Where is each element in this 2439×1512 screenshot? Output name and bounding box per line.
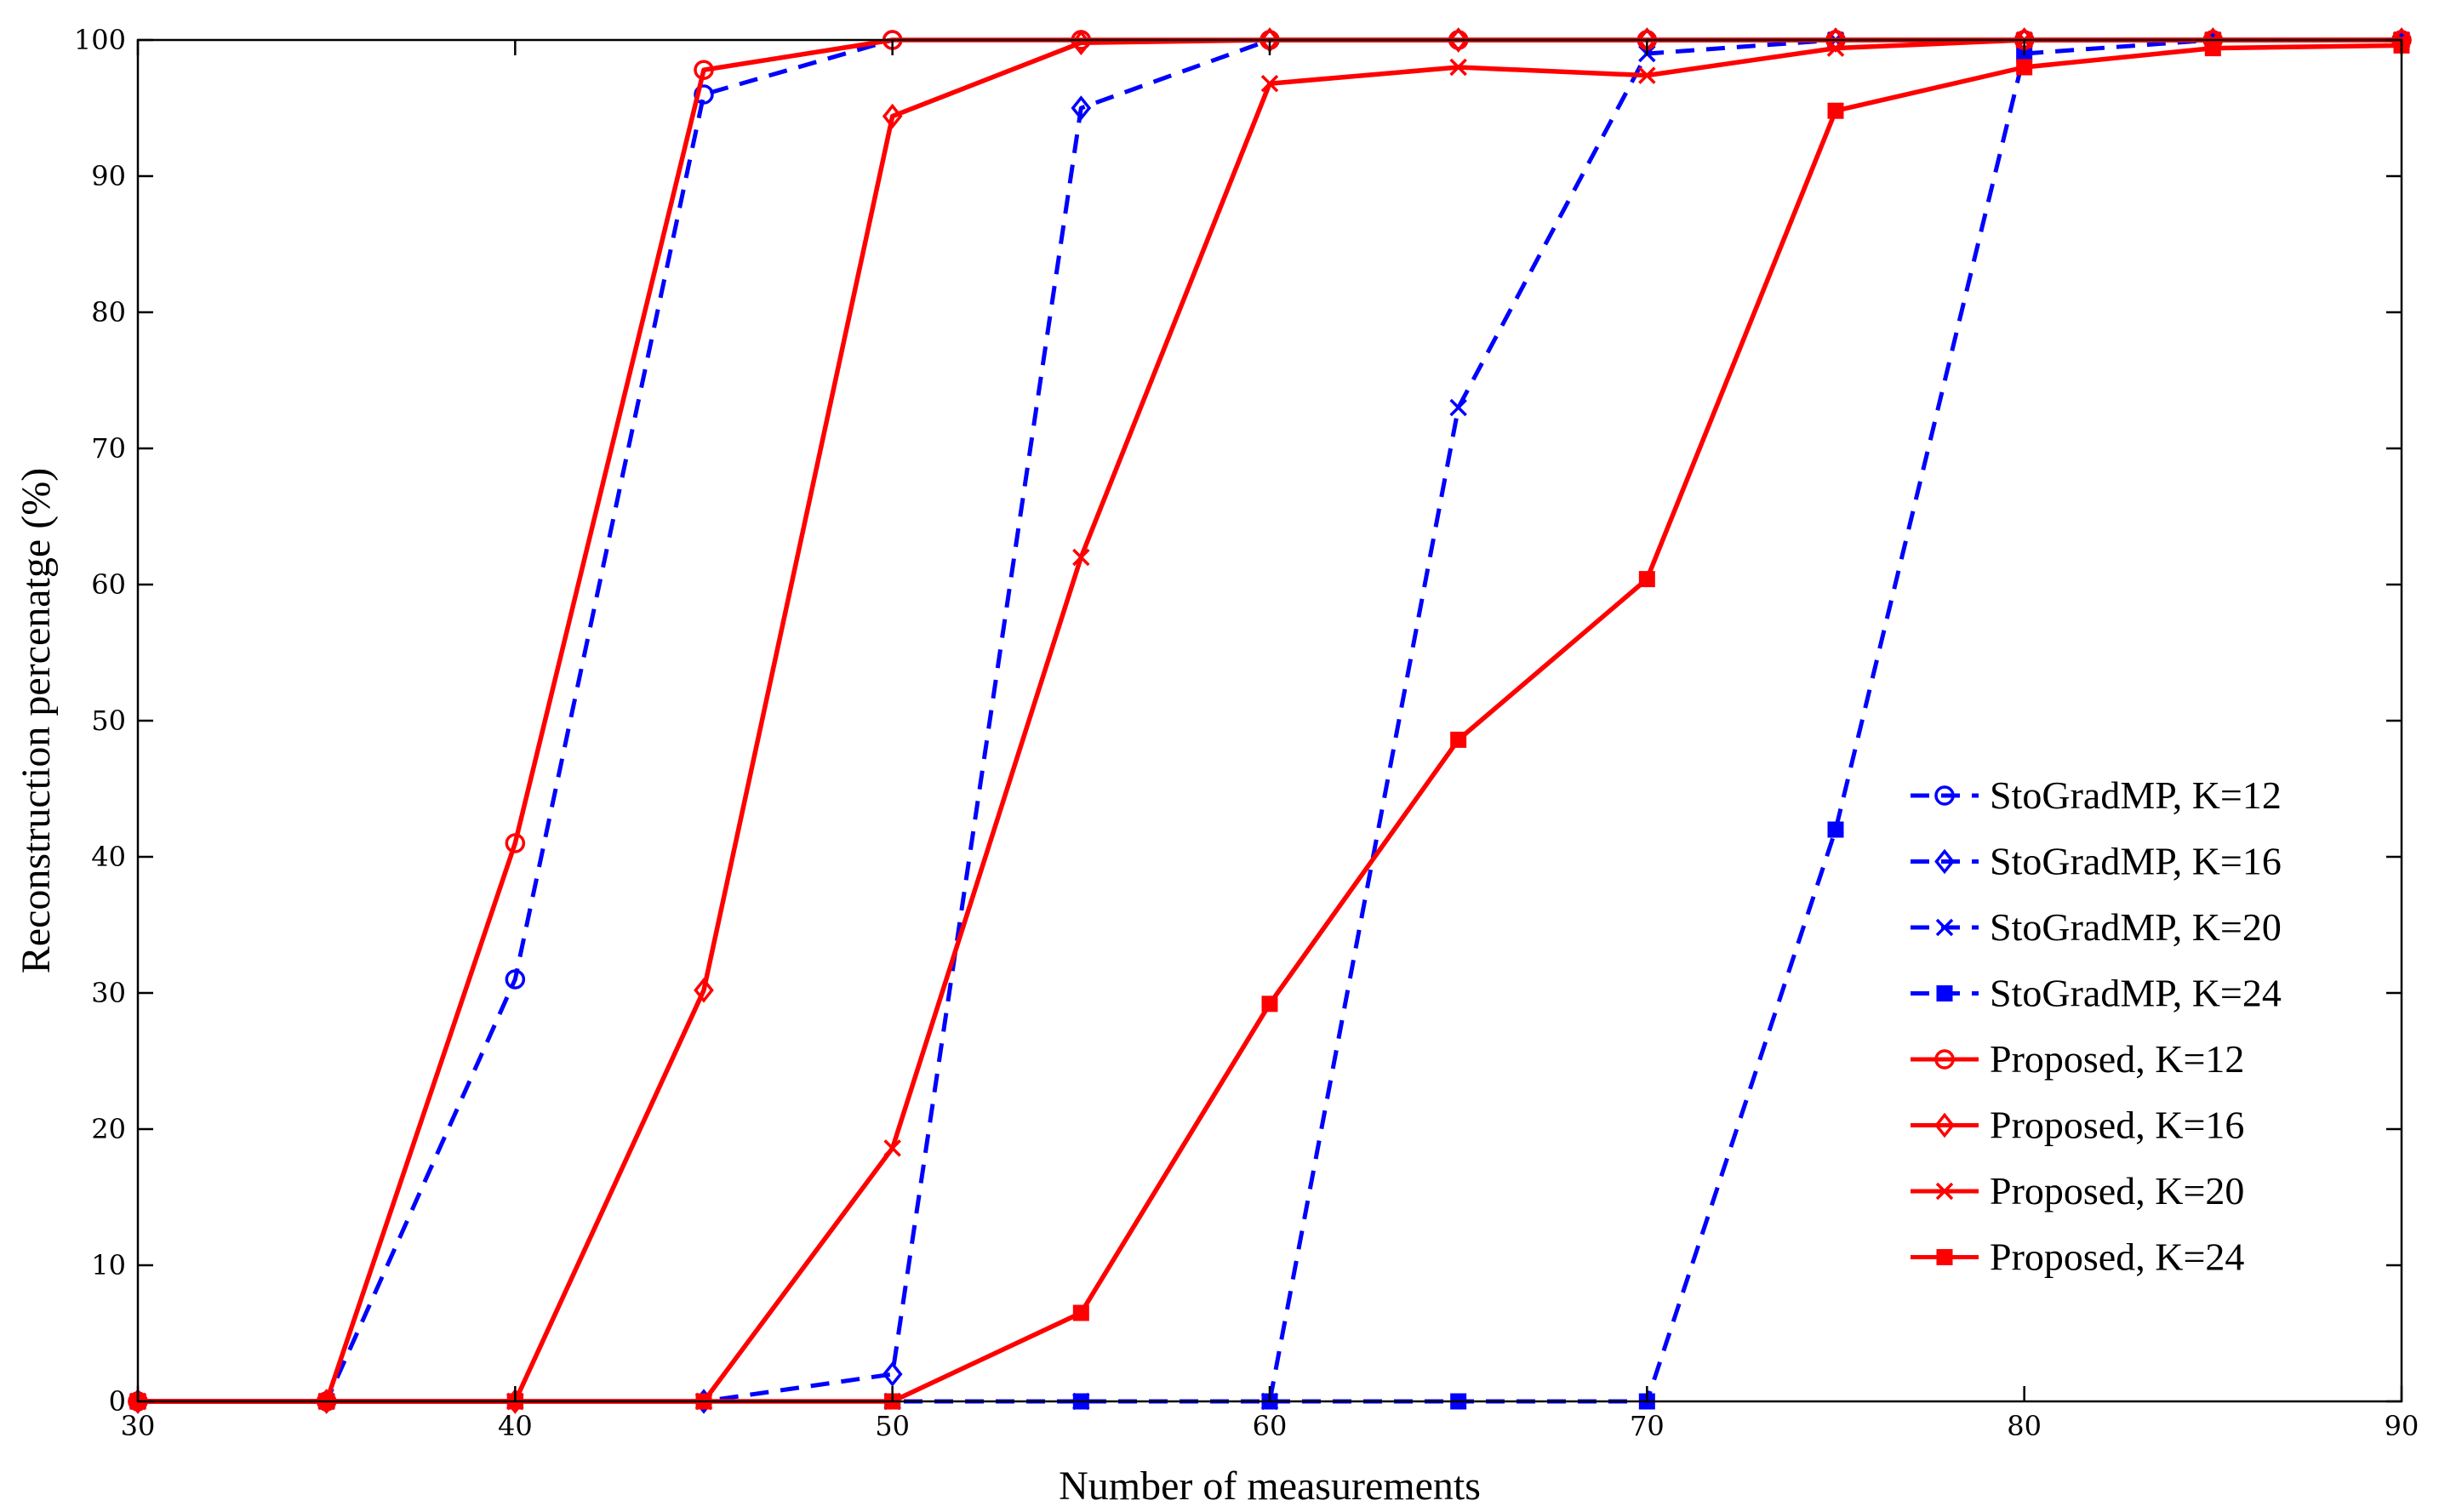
data-point [1826, 39, 1845, 57]
x-tick-label: 40 [498, 1410, 533, 1442]
legend-item: StoGradMP, K=20 [1911, 905, 2282, 949]
data-point [883, 1139, 901, 1157]
y-tick-label: 100 [74, 24, 126, 56]
y-axis-label: Reconstruction percenatge (%) [14, 468, 59, 973]
y-tick-label: 10 [91, 1249, 126, 1281]
x-tick-label: 30 [121, 1410, 156, 1442]
legend-label: StoGradMP, K=24 [1990, 972, 2282, 1015]
y-tick-label: 0 [109, 1385, 126, 1418]
y-tick-label: 90 [91, 160, 126, 192]
legend-label: Proposed, K=20 [1990, 1169, 2244, 1212]
data-point [694, 977, 714, 1003]
data-point [1071, 95, 1092, 121]
legend-label: Proposed, K=24 [1990, 1235, 2244, 1279]
legend-marker [1934, 1049, 1955, 1070]
legend-label: Proposed, K=12 [1990, 1037, 2244, 1081]
data-point [1450, 731, 1467, 748]
data-point [505, 833, 526, 853]
data-point [1449, 58, 1467, 77]
legend-item: StoGradMP, K=16 [1911, 840, 2282, 883]
data-point [505, 969, 526, 990]
legend-marker [1936, 1249, 1953, 1265]
x-tick-label: 70 [1630, 1410, 1665, 1442]
y-tick-label: 30 [91, 977, 126, 1009]
plot-background [138, 40, 2402, 1401]
legend-label: StoGradMP, K=20 [1990, 905, 2282, 949]
legend-item: StoGradMP, K=24 [1911, 972, 2282, 1015]
data-point [1638, 571, 1655, 588]
legend: StoGradMP, K=12 StoGradMP, K=16 StoGradMP,… [1911, 773, 2282, 1279]
y-tick-label: 50 [91, 705, 126, 737]
legend-item: Proposed, K=16 [1911, 1104, 2244, 1147]
legend-item: Proposed, K=20 [1911, 1169, 2244, 1212]
legend-marker [1934, 848, 1955, 875]
legend-marker [1936, 985, 1953, 1001]
data-point [694, 84, 714, 105]
data-point [1448, 27, 1469, 53]
plot-area [138, 40, 2402, 1401]
x-axis-label: Number of measurements [1059, 1464, 1481, 1509]
data-point [1072, 548, 1090, 567]
x-tick-label: 90 [2385, 1410, 2419, 1442]
data-point [1449, 398, 1467, 417]
data-point [2204, 40, 2221, 57]
legend-marker [1935, 918, 1954, 937]
x-tick-label: 60 [1253, 1410, 1288, 1442]
y-tick-label: 20 [91, 1113, 126, 1145]
legend-label: Proposed, K=16 [1990, 1104, 2244, 1147]
data-point [1827, 102, 1844, 119]
legend-marker [1934, 1112, 1955, 1138]
y-tick-label: 60 [91, 568, 126, 601]
legend-item: Proposed, K=12 [1911, 1037, 2244, 1081]
y-tick-label: 40 [91, 841, 126, 873]
data-point [1072, 1304, 1089, 1321]
legend-item: StoGradMP, K=12 [1911, 773, 2282, 817]
legend-label: StoGradMP, K=12 [1990, 773, 2282, 817]
data-point [882, 1361, 903, 1387]
y-tick-label: 80 [91, 296, 126, 328]
data-point [2016, 59, 2033, 76]
data-point [1261, 996, 1278, 1013]
legend-marker [1934, 785, 1955, 806]
legend-marker [1935, 1182, 1954, 1201]
legend-label: StoGradMP, K=16 [1990, 840, 2282, 883]
y-tick-label: 70 [91, 432, 126, 465]
axis-ticks: 30 40 50 60 70 80 90 0 10 20 30 40 50 60 70 80 90 100 [74, 24, 2419, 1442]
legend-item: Proposed, K=24 [1911, 1235, 2244, 1279]
x-tick-label: 50 [875, 1410, 910, 1442]
data-point [694, 60, 714, 80]
data-point [1638, 66, 1656, 84]
x-tick-label: 80 [2007, 1410, 2042, 1442]
data-point [882, 103, 903, 129]
data-point [1827, 821, 1844, 838]
data-point [1260, 74, 1279, 93]
